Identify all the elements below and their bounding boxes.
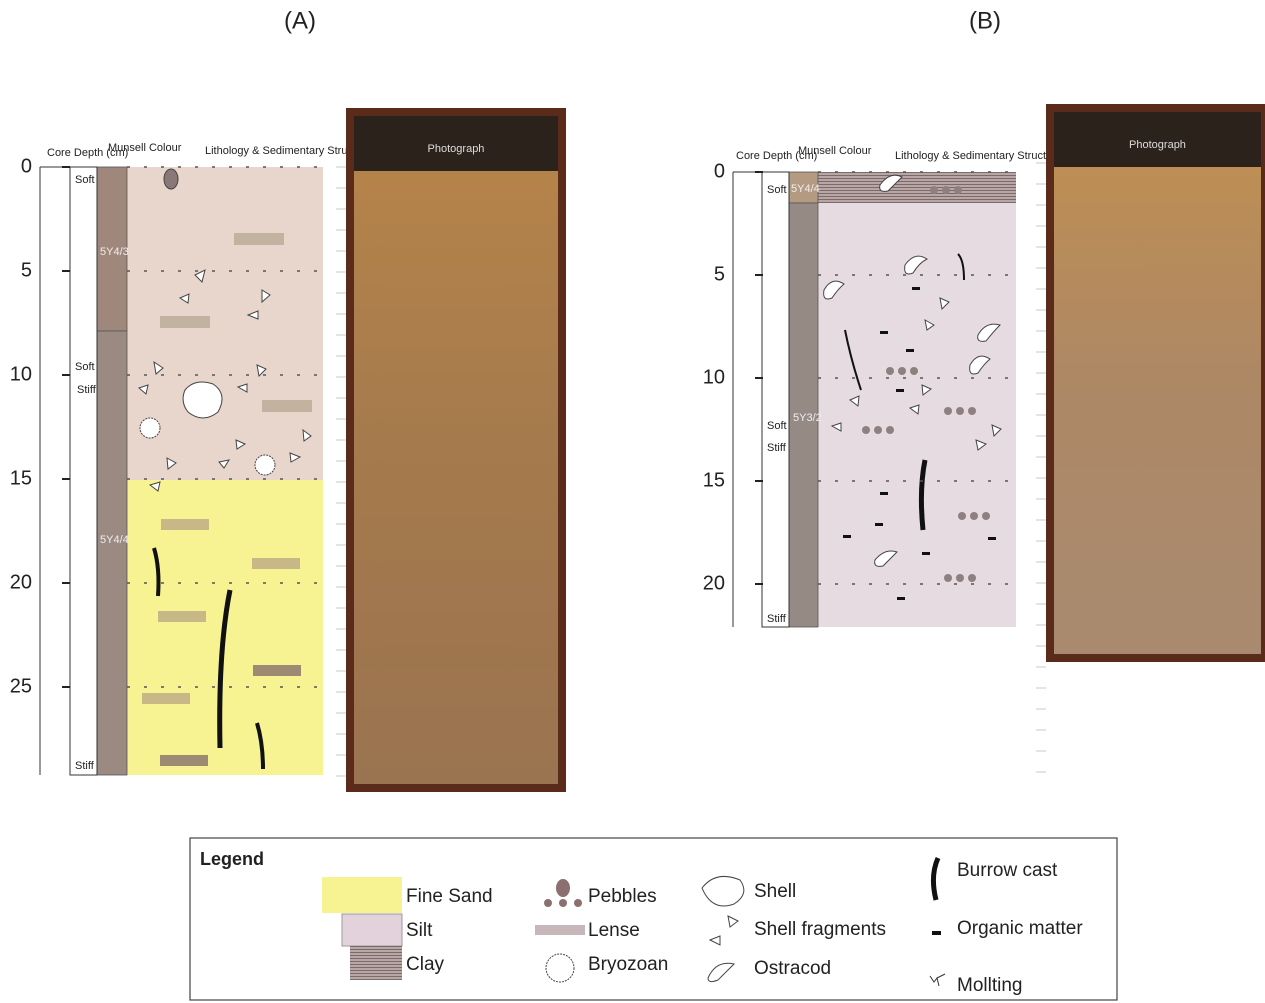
munsell-label: 5Y4/4 [791, 183, 820, 195]
legend-label: Ostracod [754, 958, 831, 979]
legend-icon [556, 879, 570, 897]
core-photo [1050, 108, 1265, 658]
consistency-label: Stiff [767, 613, 787, 625]
depth-tick-label: 25 [10, 675, 32, 697]
legend-label: Clay [406, 954, 445, 975]
legend-swatch [342, 914, 402, 946]
legend-label: Pebbles [588, 886, 657, 907]
consistency-label: Soft [75, 361, 95, 373]
legend-swatch [535, 925, 585, 935]
depth-tick-label: 0 [714, 160, 725, 182]
column-header: Munsell Colour [798, 145, 872, 157]
legend-label: Bryozoan [588, 954, 668, 975]
column-header: Munsell Colour [108, 142, 182, 154]
consistency-label: Soft [767, 184, 787, 196]
core-log-figure: (A) Core Depth (cm)Munsell ColourLitholo… [0, 0, 1265, 1003]
depth-tick-label: 20 [703, 572, 725, 594]
panel-label: (A) [284, 7, 316, 34]
depth-tick-label: 0 [21, 155, 32, 177]
munsell-label: 5Y3/2 [793, 412, 822, 424]
depth-tick-label: 5 [21, 259, 32, 281]
panel-label: (B) [969, 7, 1001, 34]
legend-icon [574, 899, 582, 907]
consistency-label: Stiff [75, 760, 95, 772]
legend-icon [559, 899, 567, 907]
legend-label: Shell [754, 881, 796, 902]
depth-tick-label: 15 [703, 469, 725, 491]
photo-header: Photograph [1129, 139, 1186, 151]
depth-tick-label: 5 [714, 263, 725, 285]
munsell-band [97, 331, 127, 775]
munsell-label: 5Y4/3 [100, 246, 129, 258]
legend-label: Mollting [957, 975, 1022, 996]
column-header: Lithology & Sedimentary Structure [895, 150, 1062, 162]
legend-icon [544, 899, 552, 907]
legend-label: Fine Sand [406, 886, 493, 907]
legend-label: Lense [588, 920, 640, 941]
consistency-column [70, 167, 97, 775]
depth-tick-label: 10 [10, 363, 32, 385]
legend-swatch [350, 946, 402, 980]
photo-header: Photograph [428, 143, 485, 155]
legend-label: Burrow cast [957, 860, 1058, 881]
legend-label: Organic matter [957, 918, 1083, 939]
legend-label: Shell fragments [754, 919, 886, 940]
consistency-label: Stiff [767, 442, 787, 454]
legend-swatch [322, 877, 402, 913]
legend-icon [546, 954, 574, 982]
munsell-label: 5Y4/4 [100, 534, 129, 546]
depth-tick-label: 20 [10, 571, 32, 593]
core-photo [350, 112, 562, 788]
consistency-label: Soft [75, 174, 95, 186]
consistency-label: Soft [767, 420, 787, 432]
lithology-layer [818, 172, 1016, 203]
consistency-label: Stiff [77, 384, 97, 396]
legend-label: Silt [406, 920, 433, 941]
consistency-column [762, 172, 789, 627]
legend-icon [932, 931, 941, 935]
depth-tick-label: 15 [10, 467, 32, 489]
legend-title: Legend [200, 849, 264, 869]
depth-tick-label: 10 [703, 366, 725, 388]
